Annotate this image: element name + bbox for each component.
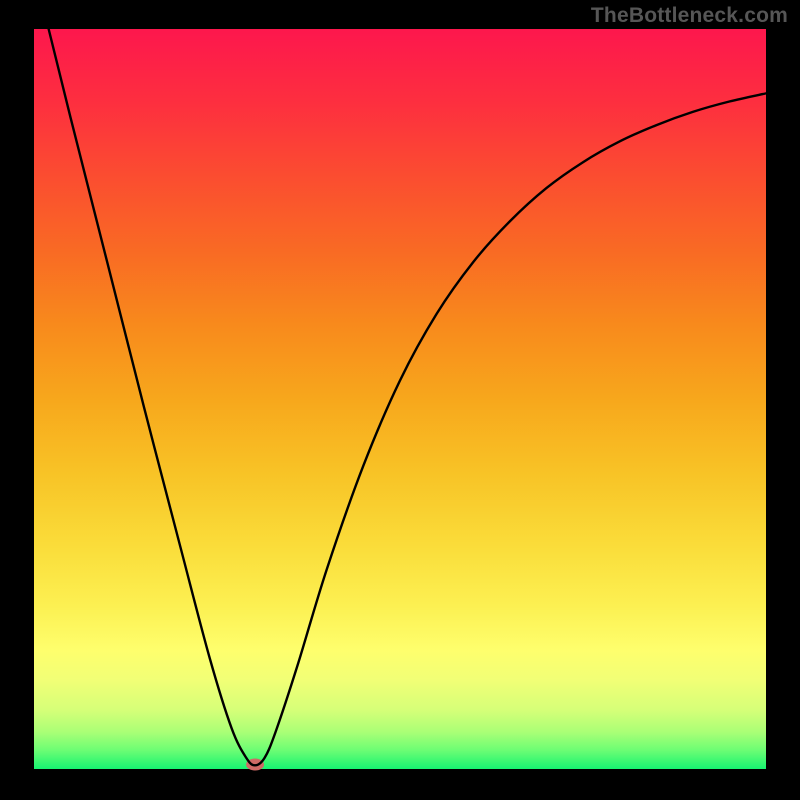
bottleneck-curve-chart: [0, 0, 800, 800]
watermark-text: TheBottleneck.com: [591, 4, 788, 28]
chart-frame: { "watermark": { "text": "TheBottleneck.…: [0, 0, 800, 800]
plot-background: [34, 29, 766, 769]
